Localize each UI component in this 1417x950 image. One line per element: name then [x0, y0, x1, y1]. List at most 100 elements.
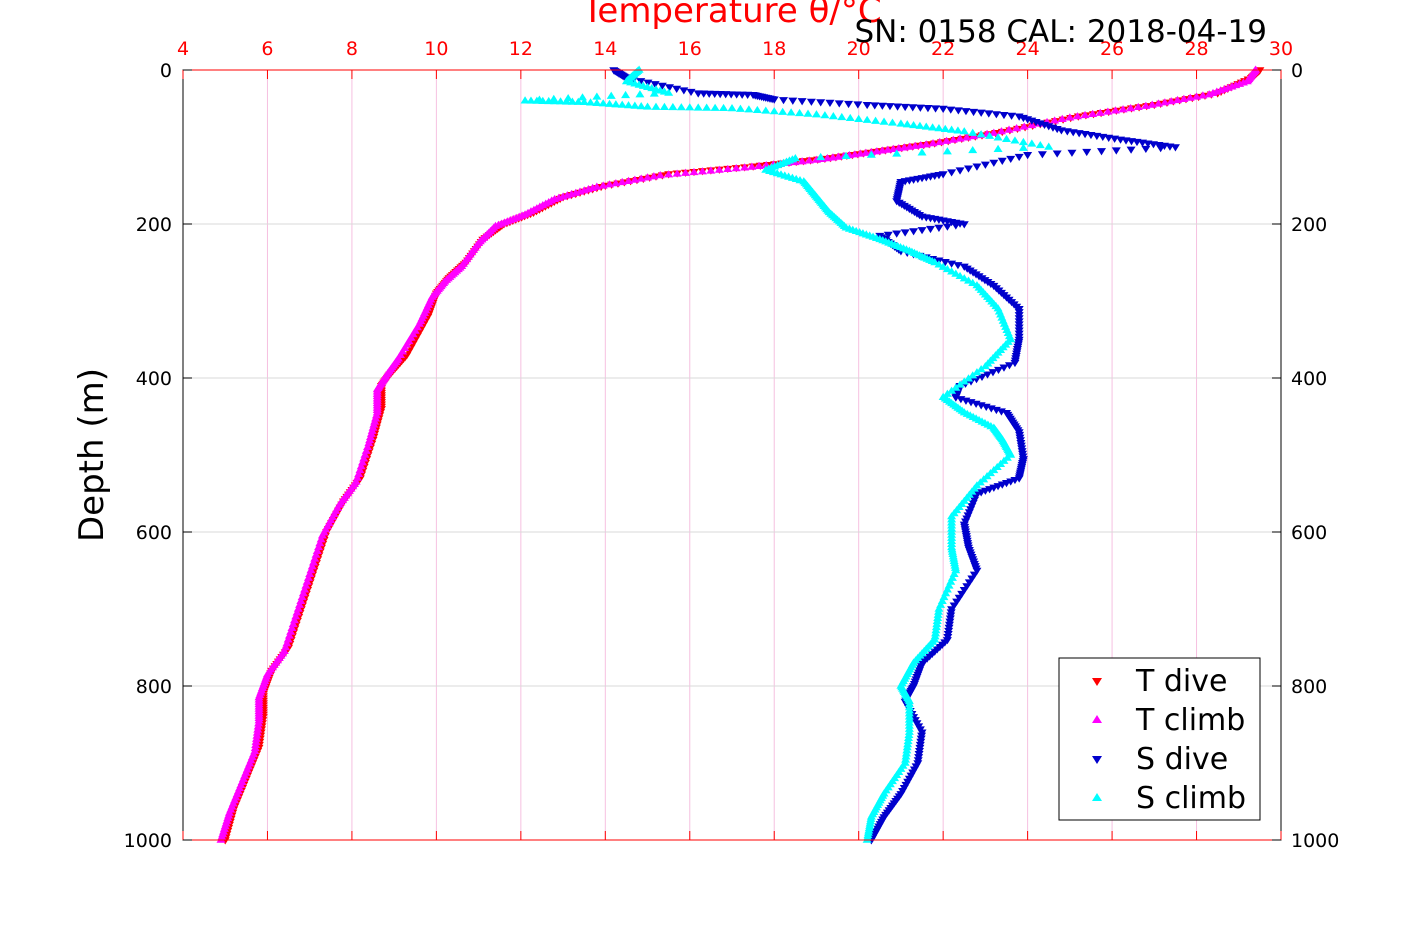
- data-point-s-dive: [1141, 145, 1151, 154]
- data-point-s-climb: [947, 125, 957, 133]
- data-point-s-climb: [934, 604, 944, 612]
- data-point-t-climb: [287, 623, 297, 631]
- data-point-s-climb: [901, 755, 911, 763]
- data-point-s-climb: [1044, 142, 1054, 150]
- data-point-s-dive: [997, 157, 1007, 165]
- data-point-s-dive: [931, 105, 941, 113]
- data-point-s-dive: [862, 101, 872, 110]
- legend-markers: [1092, 678, 1102, 801]
- data-point-s-climb: [668, 102, 678, 111]
- data-point-s-climb: [643, 102, 653, 110]
- data-point-t-climb: [1147, 100, 1157, 108]
- data-point-s-climb: [664, 88, 674, 96]
- data-point-s-dive: [853, 101, 863, 109]
- data-point-t-climb: [605, 180, 615, 188]
- data-point-s-climb: [579, 97, 589, 106]
- data-point-s-dive: [885, 103, 895, 111]
- data-point-s-dive: [883, 231, 893, 239]
- data-point-s-dive: [1111, 147, 1121, 155]
- data-point-s-dive: [643, 79, 653, 87]
- data-point-t-climb: [706, 166, 716, 174]
- data-point-s-dive: [870, 102, 880, 110]
- x-tick-label: 6: [261, 38, 273, 60]
- data-point-t-climb: [888, 144, 898, 153]
- data-point-s-climb: [931, 629, 941, 637]
- data-point-s-dive: [1170, 144, 1180, 152]
- data-point-s-climb: [903, 736, 913, 745]
- x-tick-label: 10: [424, 38, 448, 60]
- data-point-s-climb: [659, 102, 669, 110]
- data-point-s-climb: [828, 112, 838, 120]
- data-point-s-climb: [624, 101, 634, 109]
- data-point-t-climb: [989, 128, 999, 136]
- data-point-s-climb: [993, 144, 1003, 153]
- data-point-s-dive: [636, 78, 646, 86]
- data-point-s-climb: [586, 98, 596, 106]
- data-point-t-climb: [283, 635, 293, 643]
- data-point-s-dive: [980, 161, 990, 169]
- data-point-t-climb: [251, 737, 261, 745]
- data-point-s-climb: [932, 619, 942, 628]
- data-point-s-dive: [900, 229, 910, 237]
- data-point-t-climb: [1004, 125, 1014, 133]
- data-point-t-climb: [216, 835, 226, 843]
- data-point-s-climb: [959, 377, 969, 385]
- data-point-t-climb: [1133, 102, 1143, 111]
- data-point-t-climb: [254, 716, 264, 724]
- data-point-t-climb: [723, 164, 733, 173]
- data-point-s-climb: [685, 103, 695, 111]
- data-point-t-climb: [311, 550, 321, 558]
- data-point-s-climb: [710, 103, 720, 111]
- data-point-s-climb: [520, 96, 530, 104]
- data-point-s-climb: [1010, 136, 1020, 144]
- data-point-s-climb: [862, 115, 872, 123]
- data-point-s-dive: [877, 102, 887, 110]
- data-point-t-climb: [883, 145, 893, 153]
- data-point-s-climb: [769, 107, 779, 115]
- data-point-s-dive: [788, 97, 798, 105]
- y-tick-label-left: 800: [136, 676, 172, 698]
- data-point-t-climb: [1080, 110, 1090, 119]
- data-point-s-climb: [862, 835, 872, 843]
- x-tick-label: 26: [1100, 38, 1124, 60]
- data-point-s-climb: [976, 130, 986, 138]
- y-tick-label-left: 600: [136, 522, 172, 544]
- data-point-t-climb: [317, 531, 327, 539]
- data-point-s-climb: [993, 133, 1003, 141]
- data-point-t-climb: [307, 562, 317, 570]
- data-point-s-dive: [672, 85, 682, 93]
- data-point-s-dive: [1126, 146, 1136, 154]
- data-point-s-dive: [972, 163, 982, 171]
- data-point-s-climb: [902, 746, 912, 754]
- data-point-t-climb: [754, 161, 764, 169]
- data-point-s-climb: [892, 149, 902, 157]
- data-point-t-climb: [356, 462, 366, 470]
- y-tick-label-right: 1000: [1291, 830, 1339, 852]
- data-point-t-climb: [355, 465, 365, 474]
- data-point-s-climb: [928, 123, 938, 131]
- data-point-s-climb: [1035, 140, 1045, 149]
- data-point-t-climb: [833, 152, 843, 160]
- data-point-s-climb: [901, 749, 911, 757]
- data-point-s-climb: [896, 119, 906, 127]
- grid-lines: [182, 69, 1282, 841]
- data-point-t-climb: [308, 558, 318, 566]
- y-tick-label-left: 0: [160, 60, 172, 82]
- data-point-t-climb: [361, 446, 371, 454]
- data-point-t-climb: [630, 175, 640, 183]
- data-point-s-climb: [719, 103, 729, 112]
- data-point-s-climb: [930, 632, 940, 640]
- data-point-t-climb: [282, 639, 292, 647]
- data-point-s-dive: [1067, 149, 1077, 157]
- data-point-t-climb: [1192, 92, 1202, 100]
- data-point-s-climb: [795, 108, 805, 117]
- data-point-s-climb: [904, 733, 914, 742]
- x-tick-label: 12: [509, 38, 533, 60]
- data-point-s-climb: [959, 274, 969, 282]
- data-point-t-climb: [292, 608, 302, 616]
- data-point-s-climb: [909, 120, 919, 129]
- data-point-t-climb: [315, 539, 325, 547]
- data-point-s-dive: [942, 223, 952, 231]
- data-point-t-climb: [1118, 105, 1128, 113]
- data-point-s-climb: [871, 116, 881, 124]
